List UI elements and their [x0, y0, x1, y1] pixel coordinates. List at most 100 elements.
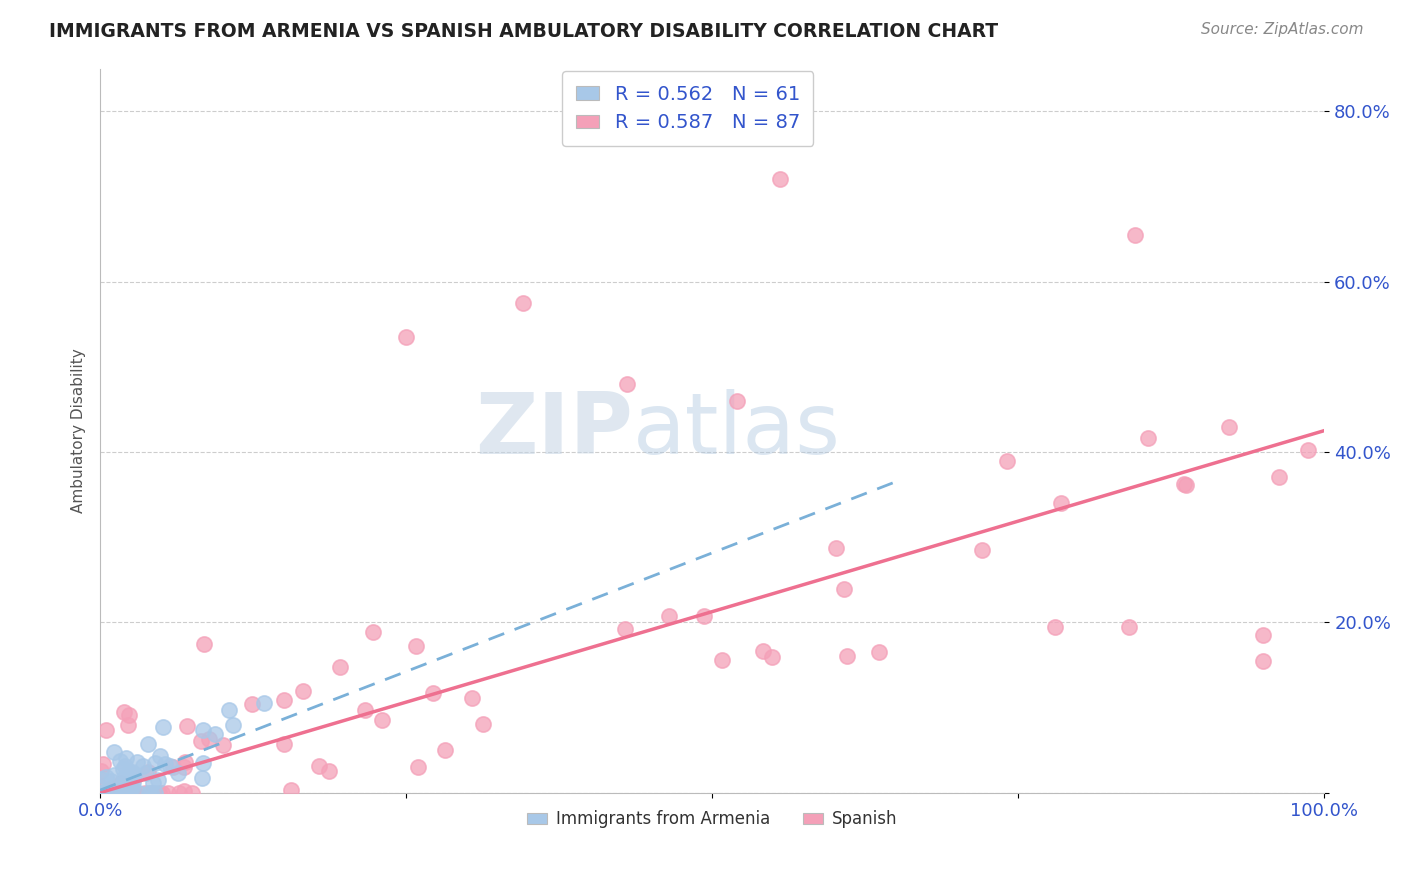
Point — [143, 786, 166, 800]
Point — [361, 624, 384, 639]
Point — [613, 622, 636, 636]
Point — [193, 636, 215, 650]
Point — [118, 707, 141, 722]
Point — [725, 393, 748, 408]
Point — [143, 756, 166, 771]
Point — [121, 783, 143, 797]
Point — [153, 757, 176, 772]
Point — [150, 786, 173, 800]
Point — [121, 781, 143, 796]
Point — [110, 786, 132, 800]
Point — [115, 751, 138, 765]
Point — [117, 771, 139, 785]
Point — [121, 765, 143, 780]
Point — [146, 772, 169, 787]
Point — [191, 756, 214, 771]
Point — [212, 738, 235, 752]
Point — [308, 758, 330, 772]
Point — [110, 786, 132, 800]
Point — [135, 766, 157, 780]
Point — [433, 743, 456, 757]
Point — [157, 786, 180, 800]
Point — [318, 764, 340, 779]
Point — [115, 786, 138, 800]
Point — [273, 737, 295, 751]
Point — [180, 786, 202, 800]
Point — [111, 762, 134, 776]
Point — [142, 776, 165, 790]
Point — [616, 376, 638, 391]
Point — [1175, 477, 1198, 491]
Point — [94, 786, 117, 800]
Point — [176, 719, 198, 733]
Point — [122, 775, 145, 789]
Point — [96, 770, 118, 784]
Point — [148, 786, 170, 800]
Point — [112, 786, 135, 800]
Point — [752, 644, 775, 658]
Point — [94, 786, 117, 800]
Point — [121, 780, 143, 794]
Point — [693, 609, 716, 624]
Point — [141, 786, 163, 800]
Point — [832, 582, 855, 597]
Text: IMMIGRANTS FROM ARMENIA VS SPANISH AMBULATORY DISABILITY CORRELATION CHART: IMMIGRANTS FROM ARMENIA VS SPANISH AMBUL… — [49, 22, 998, 41]
Point — [118, 780, 141, 794]
Point — [108, 755, 131, 769]
Point — [128, 786, 150, 800]
Point — [190, 733, 212, 747]
Point — [198, 732, 221, 747]
Point — [1218, 419, 1240, 434]
Point — [100, 773, 122, 788]
Point — [121, 779, 143, 793]
Point — [253, 696, 276, 710]
Point — [405, 640, 427, 654]
Point — [111, 777, 134, 791]
Point — [108, 786, 131, 800]
Point — [138, 786, 160, 800]
Point — [125, 755, 148, 769]
Point — [280, 783, 302, 797]
Point — [136, 764, 159, 779]
Point — [103, 745, 125, 759]
Point — [408, 760, 430, 774]
Point — [97, 786, 120, 800]
Point — [371, 713, 394, 727]
Point — [167, 786, 190, 800]
Point — [141, 786, 163, 800]
Point — [93, 786, 115, 800]
Point — [103, 768, 125, 782]
Point — [1118, 619, 1140, 633]
Point — [112, 705, 135, 719]
Point — [1049, 496, 1071, 510]
Point — [167, 766, 190, 780]
Point — [835, 649, 858, 664]
Point — [110, 786, 132, 800]
Point — [108, 786, 131, 800]
Point — [1123, 227, 1146, 242]
Point — [98, 786, 121, 800]
Point — [162, 759, 184, 773]
Point — [134, 786, 156, 800]
Point — [110, 776, 132, 790]
Point — [108, 786, 131, 800]
Point — [124, 786, 146, 800]
Point — [124, 786, 146, 800]
Text: atlas: atlas — [633, 389, 841, 472]
Point — [273, 693, 295, 707]
Point — [353, 703, 375, 717]
Point — [89, 779, 111, 793]
Point — [995, 453, 1018, 467]
Point — [658, 608, 681, 623]
Point — [93, 786, 115, 800]
Point — [868, 645, 890, 659]
Point — [710, 652, 733, 666]
Point — [204, 726, 226, 740]
Text: ZIP: ZIP — [475, 389, 633, 472]
Point — [422, 686, 444, 700]
Point — [90, 786, 112, 800]
Point — [97, 786, 120, 800]
Point — [101, 786, 124, 800]
Point — [115, 786, 138, 800]
Point — [1296, 443, 1319, 458]
